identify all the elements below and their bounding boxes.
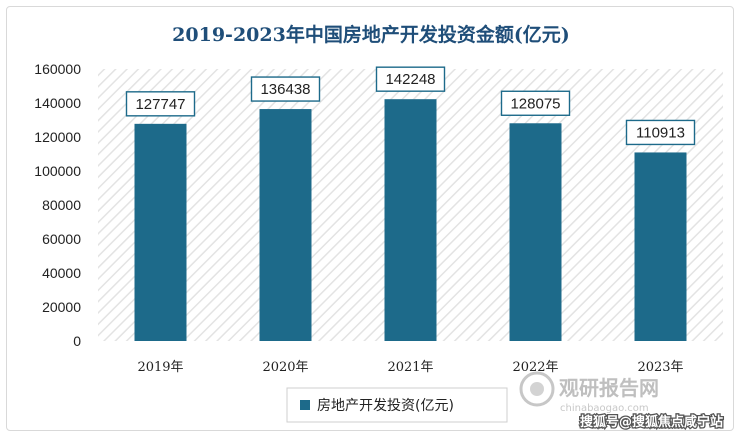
y-tick-label: 60000 xyxy=(42,231,81,247)
watermark-logo-text: 观研报告网 xyxy=(559,376,659,400)
x-tick-label: 2021年 xyxy=(387,360,433,375)
watermark-logo-icon xyxy=(519,371,555,407)
y-tick-label: 80000 xyxy=(42,197,81,213)
y-tick-label: 20000 xyxy=(42,299,81,315)
y-tick-label: 40000 xyxy=(42,265,81,281)
data-label-box xyxy=(125,91,196,117)
bar-2021年 xyxy=(384,99,437,341)
data-label: 127747 xyxy=(135,96,185,113)
watermark: 观研报告网 chinabaogao.com xyxy=(519,371,659,414)
x-tick-label: 2019年 xyxy=(137,360,183,375)
data-label: 136438 xyxy=(260,81,310,98)
y-tick-label: 160000 xyxy=(34,61,81,77)
legend-swatch xyxy=(300,400,310,410)
watermark-footer: 搜狐号@搜狐焦点咸宁站 xyxy=(580,414,723,430)
y-tick-label: 0 xyxy=(73,333,81,349)
legend-box xyxy=(286,387,508,423)
bar-2022年 xyxy=(509,123,562,342)
bars-group xyxy=(134,99,687,342)
y-tick-label: 140000 xyxy=(34,95,81,111)
bar-chart: 2019-2023年中国房地产开发投资金额(亿元) 0 20000 40000 600… xyxy=(34,23,724,431)
watermark-url: chinabaogao.com xyxy=(560,403,649,414)
y-tick-label: 100000 xyxy=(34,163,81,179)
data-label: 110913 xyxy=(636,124,685,141)
data-label-box xyxy=(250,76,321,102)
data-label-box xyxy=(375,66,446,92)
legend: 房地产开发投资(亿元) xyxy=(286,387,508,423)
chart-title: 2019-2023年中国房地产开发投资金额(亿元) xyxy=(172,23,570,46)
legend-label: 房地产开发投资(亿元) xyxy=(317,398,454,414)
y-tick-label: 120000 xyxy=(34,129,81,145)
data-label: 142248 xyxy=(385,71,435,88)
data-label-box xyxy=(500,90,571,116)
x-tick-label: 2022年 xyxy=(512,360,558,375)
data-labels-group: 127747 136438 142248 128075 110913 xyxy=(125,66,696,146)
data-label-box xyxy=(625,119,696,146)
x-axis: 2019年 2020年 2021年 2022年 2023年 xyxy=(137,360,683,375)
x-tick-label: 2020年 xyxy=(262,360,308,375)
data-label: 128075 xyxy=(510,95,560,112)
bar-2020年 xyxy=(259,109,312,342)
y-axis: 0 20000 40000 60000 80000 100000 120000 140000 1… xyxy=(34,61,81,349)
x-tick-label: 2023年 xyxy=(637,360,683,375)
bar-2019年 xyxy=(134,123,187,341)
chart-card: 2019-2023年中国房地产开发投资金额(亿元) 0 20000 40000 600… xyxy=(6,6,734,431)
bar-2023年 xyxy=(634,152,687,341)
